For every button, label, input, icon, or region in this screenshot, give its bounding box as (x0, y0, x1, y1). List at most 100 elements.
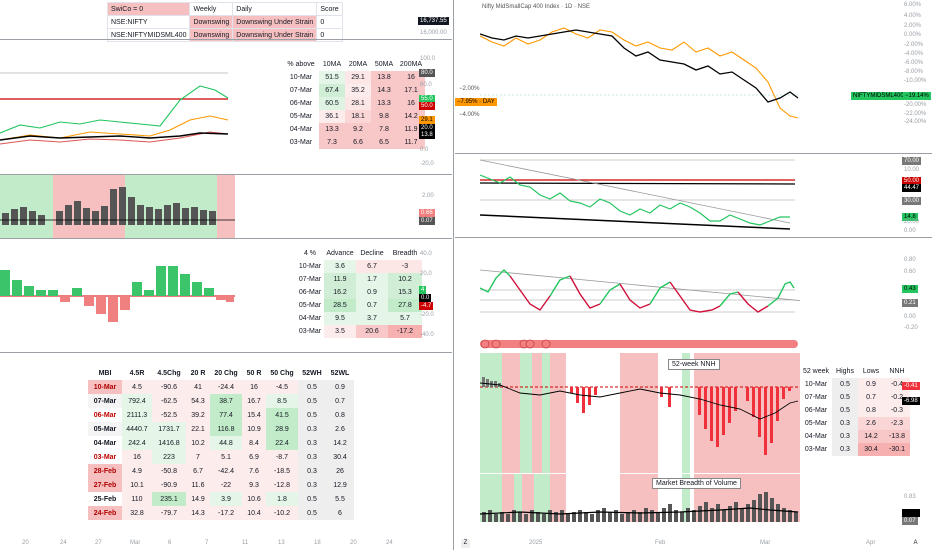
mid-trend-chart (480, 159, 796, 230)
mbi-cell: 10.2 (186, 436, 210, 450)
mbi-date: 25-Feb (93, 495, 117, 503)
neg4-label: −4.00% (459, 112, 480, 118)
mbi-cell: 2111.3 (122, 408, 152, 422)
osc-tag: 0.43 (902, 285, 918, 293)
mbi-date: 24-Feb (88, 506, 122, 520)
pct-tick: 6.00% (904, 2, 922, 8)
adv-tick: -40.0 (420, 332, 434, 338)
mbi-cell: 235.1 (152, 492, 186, 506)
table-row: 07-Mar 67.4 35.2 14.3 17.1 (283, 84, 425, 97)
adv-bar (24, 286, 34, 296)
adv-date: 07-Mar (298, 276, 322, 283)
mbv-bar (512, 510, 516, 522)
mbi-cell: 14.9 (186, 492, 210, 506)
nnh-neg-bar (698, 387, 701, 415)
nnh-pos-bar (486, 379, 489, 387)
swing-row: NSE:NIFTYMIDSML400 Downswing Downswing U… (106, 28, 343, 42)
week52-date: 05-Mar (804, 420, 828, 427)
mbv-bar (788, 510, 792, 522)
nnh-neg-bar (788, 387, 791, 391)
ma-cell: 67.4 (319, 84, 345, 97)
mbi-date: 04-Mar (93, 439, 117, 447)
breadth-bar (20, 207, 27, 225)
adv-cell: 20.6 (356, 325, 388, 338)
swing-header-cell: Weekly (189, 2, 234, 16)
breadth-bar (146, 207, 153, 225)
mid-trendline (480, 159, 791, 224)
mbv-avg-line (480, 507, 799, 515)
signal-dots (480, 339, 551, 349)
mbi-cell: 3.9 (210, 492, 242, 506)
mbi-cell: 9.3 (242, 478, 266, 492)
ma-date: 04-Mar (289, 126, 313, 133)
ma-header-cell: 50MA (374, 61, 394, 68)
mbi-cell: -52.5 (152, 408, 186, 422)
left-panel: SwiCo = 0 Weekly Daily Score NSE:NIFTY D… (0, 0, 452, 550)
mbi-cell: 8.5 (266, 394, 298, 408)
mbv-bar (602, 508, 606, 522)
osc-green-line (767, 281, 795, 307)
mbi-date: 10-Mar (88, 380, 122, 394)
decl-bar (60, 296, 70, 302)
mbi-cell: 1.8 (266, 492, 298, 506)
nnh-pos-bar (494, 381, 497, 387)
ma-cell: 7.8 (371, 123, 397, 136)
mbi-cell: 116.8 (210, 422, 242, 436)
mbi-cell: 12.9 (326, 478, 354, 492)
mbi-header-cell: 52WL (330, 369, 350, 377)
mbv-bar (758, 494, 762, 522)
swing-symbol: NSE:NIFTY (106, 15, 191, 29)
ma-header-cell: 20MA (348, 61, 368, 68)
ma-header-cell: 200MA (399, 61, 423, 68)
right-x-tick: Mar (760, 540, 771, 546)
mbi-cell: 0.8 (326, 408, 354, 422)
mbv-bar (572, 512, 576, 522)
mbv-bar (626, 512, 630, 522)
ma-cell: 9.8 (371, 110, 397, 123)
right-x-tick: 2025 (529, 540, 543, 546)
breadth-bar (92, 211, 99, 225)
adv-cell: 1.7 (356, 273, 388, 286)
adv-cell: 6.7 (356, 260, 388, 273)
osc-tick: -0.20 (904, 325, 918, 331)
table-row: 05-Mar 0.3 2.6 -2.3 (800, 417, 910, 430)
ma-cell: 18.1 (345, 110, 371, 123)
ma-tag: 13.8 (419, 131, 435, 139)
adv-cell: -17.2 (388, 325, 422, 338)
mbi-cell: 0.3 (298, 478, 326, 492)
adv-bar (36, 290, 46, 296)
mbi-cell: 16.7 (242, 394, 266, 408)
left-x-tick: 20 (22, 540, 29, 546)
mbv-bar (488, 510, 492, 522)
mbi-cell: 32.8 (122, 506, 152, 520)
ma-date: 06-Mar (289, 100, 313, 107)
ma-tag: 20.0 (419, 124, 435, 132)
corner-z-button[interactable]: Z (461, 539, 470, 548)
mbi-cell: 5.1 (210, 450, 242, 464)
mbi-cell: 38.7 (210, 394, 242, 408)
mbv-bar (608, 512, 612, 522)
breadth-tag: 0.66 (419, 209, 435, 217)
nnh-label: 52-week NNH (668, 359, 720, 370)
ma-cell: 9.2 (345, 123, 371, 136)
breadth-red-zone (217, 175, 235, 238)
nnh-neg-bar (746, 387, 749, 401)
mbi-header-cell: 4.5Chg (157, 369, 181, 377)
mbi-header-cell: 52WH (302, 369, 322, 377)
mbv-bar (554, 512, 558, 522)
mbi-cell: 39.2 (186, 408, 210, 422)
table-row: 06-Mar 16.2 0.9 15.3 (296, 286, 422, 299)
corner-a-button[interactable]: A (913, 540, 918, 546)
swing-table: SwiCo = 0 Weekly Daily Score NSE:NIFTY D… (106, 2, 343, 42)
mbi-cell: 41.5 (266, 408, 298, 422)
week52-cell: -2.3 (884, 417, 910, 430)
mbv-bar (680, 512, 684, 522)
osc-green-line (599, 283, 621, 305)
mbv-green-zone (682, 474, 690, 522)
breadth-bar (119, 187, 126, 225)
mbv-bar (524, 514, 528, 522)
table-row: 07-Mar 11.9 1.7 10.2 (296, 273, 422, 286)
table-row: 10-Mar 51.5 29.1 13.8 16 (283, 71, 425, 84)
ma-cell: 14.2 (397, 110, 425, 123)
ma-cell: 36.1 (319, 110, 345, 123)
